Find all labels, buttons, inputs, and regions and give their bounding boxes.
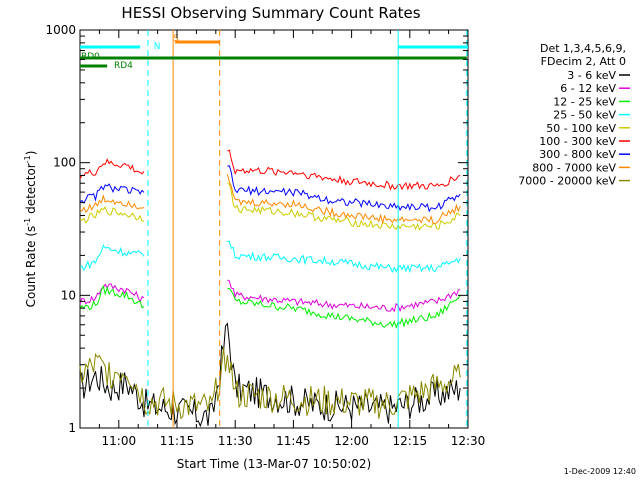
- x-tick-label: 11:45: [276, 434, 311, 448]
- flag-label-s: S: [173, 34, 179, 44]
- series-line-50-100-kev: [79, 206, 145, 224]
- series-line-300-800-kev: [79, 183, 145, 204]
- plot-area: N S RD0 RD4: [79, 29, 469, 429]
- series-line-6-12-kev: [79, 283, 145, 305]
- legend-label-50-100-kev: 50 - 100 keV: [546, 122, 616, 135]
- y-tick-label: 100: [53, 156, 76, 170]
- series-line-800-7000-kev: [226, 173, 461, 225]
- y-tick-label: 1000: [45, 23, 76, 37]
- y-axis-title-mid: detector: [24, 163, 38, 218]
- legend-label-25-50-kev: 25 - 50 keV: [553, 109, 616, 122]
- y-tick-label: 1: [68, 421, 76, 435]
- series-line-12-25-kev: [79, 284, 145, 311]
- legend-header-2: FDecim 2, Att 0: [541, 55, 626, 68]
- series-line-300-800-kev: [227, 165, 461, 213]
- legend-label-6-12-kev: 6 - 12 keV: [560, 82, 616, 95]
- legend-label-300-800-kev: 300 - 800 keV: [539, 148, 616, 161]
- legend-header-1: Det 1,3,4,5,6,9,: [540, 42, 626, 55]
- y-axis-title-main: Count Rate (s: [24, 226, 38, 308]
- series-line-25-50-kev: [227, 240, 461, 274]
- x-axis-ticks: 11:00 11:15 11:30 11:45 12:00 12:15 12:30: [79, 30, 486, 448]
- x-tick-label: 12:15: [393, 434, 428, 448]
- series-line-800-7000-kev: [79, 194, 145, 213]
- flag-label-rd4: RD4: [114, 61, 133, 71]
- x-axis-title: Start Time (13-Mar-07 10:50:02): [177, 457, 371, 471]
- series-line-100-300-kev: [79, 158, 145, 180]
- legend-label-12-25-kev: 12 - 25 keV: [553, 95, 616, 108]
- x-tick-label: 11:30: [218, 434, 253, 448]
- y-axis-ticks: 1 10 100 1000: [45, 23, 468, 435]
- legend-label-100-300-kev: 100 - 300 keV: [539, 135, 616, 148]
- chart-title: HESSI Observing Summary Count Rates: [121, 4, 420, 22]
- y-axis-title-end: ): [24, 151, 38, 156]
- flag-lines: N S RD0 RD4: [80, 30, 468, 428]
- series-line-6-12-kev: [227, 279, 461, 313]
- y-tick-label: 10: [61, 288, 76, 302]
- series-line-7000-20000-kev: [79, 347, 461, 420]
- series-line-25-50-kev: [79, 244, 145, 272]
- flag-label-rd0: RD0: [81, 52, 100, 62]
- series-line-100-300-kev: [227, 149, 461, 191]
- y-axis-title: Count Rate (s-1 detector-1): [23, 151, 38, 308]
- x-tick-label: 11:15: [160, 434, 195, 448]
- footer-date: 1-Dec-2009 12:40: [564, 467, 636, 476]
- legend-label-800-7000-kev: 800 - 7000 keV: [532, 161, 616, 174]
- x-tick-label: 12:00: [334, 434, 369, 448]
- series-group: [79, 149, 461, 428]
- series-line-50-100-kev: [227, 182, 461, 231]
- series-line-3-6-kev: [79, 322, 461, 428]
- y-axis-title-sup2: -1: [23, 155, 32, 163]
- y-axis-title-sup1: -1: [23, 218, 32, 226]
- legend: Det 1,3,4,5,6,9, FDecim 2, Att 0 3 - 6 k…: [518, 42, 630, 188]
- legend-label-7000-20000-kev: 7000 - 20000 keV: [518, 175, 616, 188]
- plot-frame: [79, 29, 469, 429]
- legend-label-3-6-kev: 3 - 6 keV: [567, 69, 616, 82]
- x-tick-label: 11:00: [102, 434, 137, 448]
- series-line-12-25-kev: [227, 287, 461, 330]
- x-tick-label: 12:30: [451, 434, 486, 448]
- flag-label-n: N: [154, 42, 161, 52]
